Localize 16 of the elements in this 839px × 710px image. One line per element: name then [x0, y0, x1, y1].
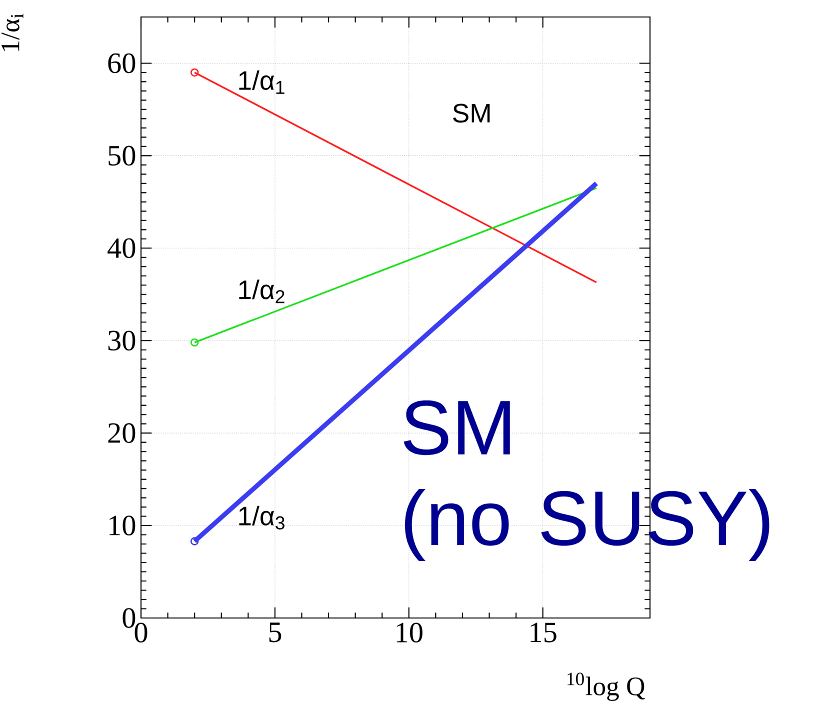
x-tick-label: 10 [396, 622, 422, 642]
x-tick-label: 15 [530, 622, 556, 642]
y-tick-label: 60 [108, 53, 136, 74]
series-label: 1/α$_{1}$ [239, 70, 284, 94]
x-axis-title: $^{10}$log Q [568, 672, 645, 701]
x-tick-label: 5 [269, 622, 282, 642]
y-tick-label: 10 [110, 516, 136, 536]
annotation: SM [453, 104, 490, 123]
y-tick-label: 0 [122, 608, 136, 628]
y-tick-label: 20 [108, 423, 136, 443]
y-tick-label: 50 [108, 146, 136, 166]
series-label: 1/α$_{2}$ [239, 280, 284, 304]
y-tick-label: 30 [108, 330, 136, 351]
series-label: 1/α$_{3}$ [239, 506, 284, 530]
y-tick-label: 40 [108, 238, 136, 258]
y-axis-title: 1/α$_{i}$ [2, 14, 24, 51]
